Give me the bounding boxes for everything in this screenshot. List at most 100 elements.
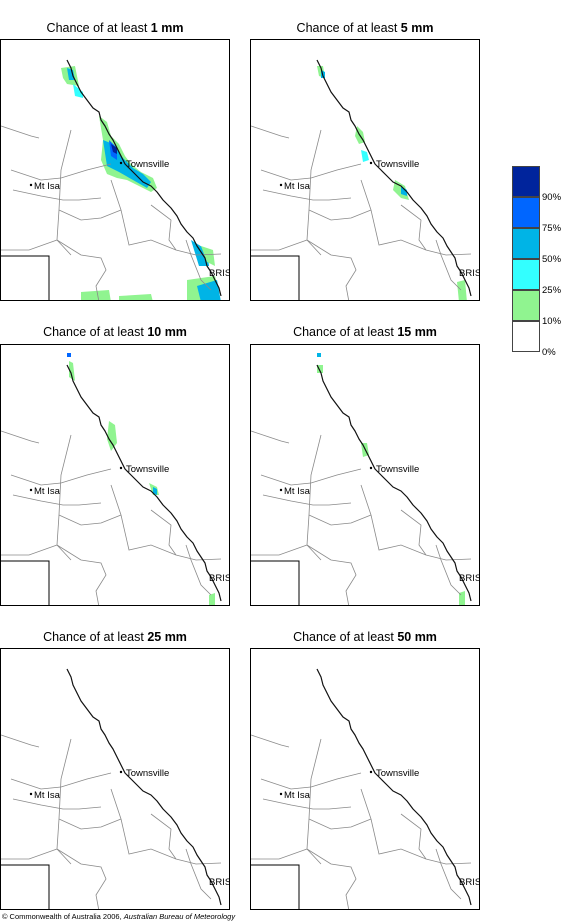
region-border (12, 189, 102, 201)
queensland-map: Townsville Mt Isa BRIS (251, 668, 479, 909)
rain-probability-patch (361, 150, 369, 162)
region-border (58, 818, 122, 830)
queensland-map: Townsville Mt Isa BRIS (1, 668, 229, 909)
region-border (56, 544, 107, 605)
coastline (66, 59, 222, 297)
mt-isa-label: Mt Isa (34, 181, 61, 192)
rain-probability-patch (67, 353, 71, 357)
region-border (308, 209, 372, 221)
region-border (185, 239, 212, 291)
rain-probability-patch (73, 84, 83, 98)
region-border (56, 434, 72, 561)
legend-swatch-75 (512, 197, 540, 228)
region-border (12, 798, 102, 810)
mt-isa-marker (29, 792, 33, 796)
title-prefix: Chance of at least (43, 630, 144, 644)
legend-label-90: 90% (542, 192, 562, 203)
rain-probability-patch (119, 294, 153, 300)
region-border (1, 125, 40, 139)
mt-isa-marker (279, 183, 283, 187)
queensland-map: Townsville Mt Isa BRIS (251, 59, 479, 300)
legend-swatch-0 (512, 321, 540, 352)
townsville-label: Townsville (126, 768, 169, 779)
coastline (316, 364, 472, 602)
map-panel-5mm: Townsville Mt Isa BRIS (250, 39, 480, 301)
region-border (58, 209, 122, 221)
townsville-marker (369, 770, 373, 774)
rain-probability-patch (111, 144, 117, 154)
region-border (306, 738, 322, 865)
mt-isa-marker (279, 792, 283, 796)
panel-title-5mm: Chance of at least 5 mm (250, 20, 480, 36)
region-border (251, 239, 308, 251)
region-border (251, 734, 290, 748)
region-border (400, 204, 427, 251)
region-border (251, 125, 290, 139)
region-border (1, 239, 58, 251)
region-border (150, 813, 177, 860)
rain-probability-patch (153, 487, 157, 495)
mt-isa-label: Mt Isa (284, 790, 311, 801)
region-border (56, 129, 72, 256)
legend-label-50: 50% (542, 254, 562, 265)
region-border (150, 204, 177, 251)
region-border (150, 509, 177, 556)
region-border (251, 544, 308, 556)
rain-probability-patch (81, 290, 111, 300)
bris-label: BRIS (459, 877, 479, 888)
inset-box (1, 864, 50, 909)
rain-probability-patch (401, 186, 407, 196)
coastline (316, 59, 472, 297)
legend-swatch-10 (512, 290, 540, 321)
title-amount: 10 mm (147, 325, 187, 339)
region-border (251, 848, 308, 860)
copyright-org: Australian Bureau of Meteorology (123, 912, 236, 921)
rain-probability-patch (99, 116, 157, 192)
bris-label: BRIS (209, 268, 229, 279)
townsville-marker (119, 466, 123, 470)
title-prefix: Chance of at least (46, 21, 148, 35)
panel-title-1mm: Chance of at least 1 mm (0, 20, 230, 36)
queensland-map: Townsville Mt Isa BRIS (251, 353, 479, 605)
townsville-label: Townsville (376, 768, 419, 779)
region-border (400, 813, 427, 860)
region-border (306, 848, 357, 909)
title-amount: 25 mm (147, 630, 187, 644)
townsville-label: Townsville (376, 464, 419, 475)
rain-probability-patch (197, 280, 221, 300)
region-border (306, 544, 357, 605)
region-border (185, 544, 212, 596)
region-border (360, 788, 472, 865)
region-border (1, 430, 40, 444)
rain-probability-patch (191, 240, 209, 266)
townsville-label: Townsville (126, 159, 169, 170)
bris-label: BRIS (459, 268, 479, 279)
region-border (400, 509, 427, 556)
region-border (185, 848, 212, 900)
rain-probability-patch (459, 591, 465, 605)
title-prefix: Chance of at least (293, 325, 394, 339)
region-border (262, 189, 352, 201)
bris-label: BRIS (209, 877, 229, 888)
region-border (56, 239, 107, 300)
mt-isa-label: Mt Isa (284, 486, 311, 497)
title-prefix: Chance of at least (43, 325, 144, 339)
coastline (66, 668, 222, 906)
townsville-label: Townsville (126, 464, 169, 475)
title-prefix: Chance of at least (293, 630, 394, 644)
townsville-marker (369, 466, 373, 470)
panel-title-50mm: Chance of at least 50 mm (250, 629, 480, 645)
inset-box (1, 560, 50, 605)
title-amount: 1 mm (150, 21, 184, 35)
copyright-symbol: © (2, 912, 8, 921)
map-panel-25mm: Townsville Mt Isa BRIS (0, 648, 230, 910)
map-panel-1mm: Townsville Mt Isa BRIS (0, 39, 230, 301)
region-border (1, 544, 58, 556)
region-border (251, 430, 290, 444)
legend-label-10: 10% (542, 316, 562, 327)
region-border (306, 434, 322, 561)
region-border (12, 494, 102, 506)
mt-isa-marker (29, 488, 33, 492)
rain-probability-patch (317, 353, 321, 357)
region-border (1, 848, 58, 860)
